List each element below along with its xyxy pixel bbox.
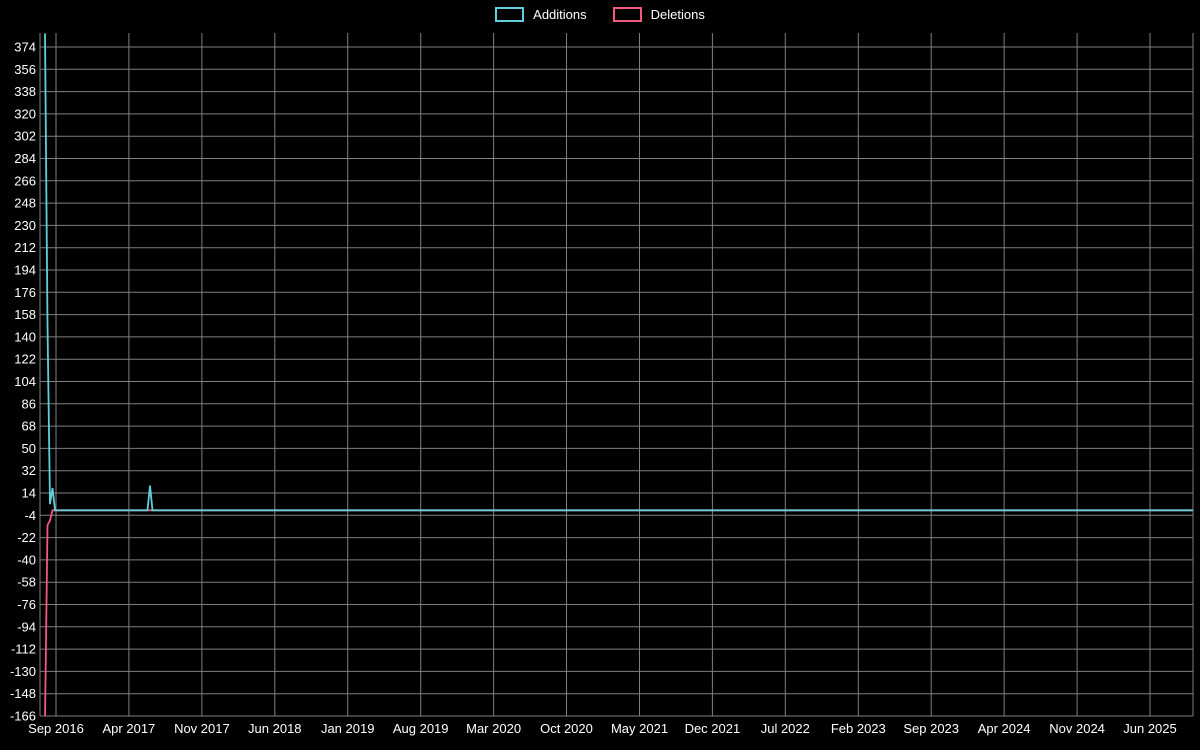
y-tick-label: 302 <box>14 129 36 144</box>
x-tick-label: May 2021 <box>611 721 668 736</box>
y-tick-label: 248 <box>14 196 36 211</box>
y-tick-label: -148 <box>10 686 36 701</box>
y-tick-label: 194 <box>14 263 36 278</box>
x-tick-label: Apr 2024 <box>978 721 1031 736</box>
y-tick-label: 122 <box>14 352 36 367</box>
x-tick-label: Aug 2019 <box>393 721 449 736</box>
y-tick-label: 86 <box>22 396 36 411</box>
x-tick-label: Mar 2020 <box>466 721 521 736</box>
additions-swatch-icon <box>495 7 525 22</box>
y-tick-label: -76 <box>17 597 36 612</box>
y-axis-tick-labels: 374 356 338 320 302 284 266 248 230 212 194 176 158 1… <box>10 40 36 724</box>
x-tick-label: Sep 2023 <box>903 721 959 736</box>
y-tick-label: 284 <box>14 151 36 166</box>
x-tick-label: Sep 2016 <box>28 721 84 736</box>
x-tick-label: Nov 2017 <box>174 721 230 736</box>
x-tick-label: Jan 2019 <box>321 721 375 736</box>
x-tick-label: Oct 2020 <box>540 721 593 736</box>
x-tick-label: Nov 2024 <box>1049 721 1105 736</box>
x-tick-label: Dec 2021 <box>685 721 741 736</box>
y-tick-label: 356 <box>14 62 36 77</box>
x-tick-label: Feb 2023 <box>831 721 886 736</box>
x-tick-label: Jun 2018 <box>248 721 302 736</box>
y-tick-label: 374 <box>14 40 36 55</box>
x-axis-tick-labels: Sep 2016 Apr 2017 Nov 2017 Jun 2018 Jan 2019… <box>28 721 1177 736</box>
y-tick-label: 320 <box>14 106 36 121</box>
x-tick-label: Apr 2017 <box>103 721 156 736</box>
y-tick-label: 32 <box>22 463 36 478</box>
y-tick-label: -4 <box>24 508 36 523</box>
y-tick-label: -130 <box>10 664 36 679</box>
y-tick-label: 140 <box>14 329 36 344</box>
y-tick-label: 338 <box>14 84 36 99</box>
y-tick-label: -58 <box>17 575 36 590</box>
gridlines <box>39 33 1194 717</box>
y-tick-label: 158 <box>14 307 36 322</box>
y-tick-label: -40 <box>17 552 36 567</box>
deletions-swatch-icon <box>612 7 642 22</box>
y-tick-label: -166 <box>10 709 36 724</box>
y-tick-label: 230 <box>14 218 36 233</box>
y-tick-label: 50 <box>22 441 36 456</box>
additions-line <box>44 33 1193 512</box>
legend-label-additions: Additions <box>533 7 587 22</box>
y-tick-label: 104 <box>14 374 36 389</box>
x-tick-label: Jun 2025 <box>1123 721 1177 736</box>
y-tick-label: 14 <box>22 486 36 501</box>
y-tick-label: -94 <box>17 619 36 634</box>
y-tick-label: 266 <box>14 173 36 188</box>
y-tick-label: -112 <box>11 642 36 657</box>
x-tick-label: Jul 2022 <box>761 721 810 736</box>
legend-item-deletions[interactable]: Deletions <box>612 7 705 22</box>
legend-label-deletions: Deletions <box>650 7 705 22</box>
chart-legend: Additions Deletions <box>0 7 1200 22</box>
legend-item-additions[interactable]: Additions <box>495 7 587 22</box>
y-tick-label: 212 <box>14 240 36 255</box>
y-tick-label: 68 <box>22 419 36 434</box>
y-tick-label: 176 <box>14 285 36 300</box>
deletions-line <box>44 509 1193 716</box>
y-tick-label: -22 <box>17 530 36 545</box>
